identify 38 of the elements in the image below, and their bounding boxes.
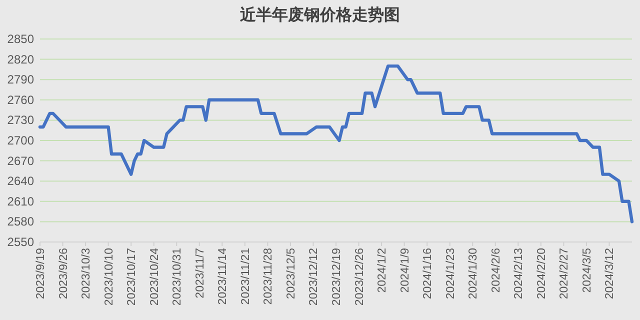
x-tick-label: 2024/2/13 <box>513 248 526 300</box>
x-tick-label: 2023/12/19 <box>331 248 343 306</box>
y-tick-label: 2580 <box>7 214 34 229</box>
x-tick-label: 2023/9/19 <box>35 248 47 300</box>
y-tick-label: 2610 <box>7 194 34 208</box>
x-tick-label: 2023/11/28 <box>262 248 275 305</box>
x-tick-label: 2024/1/2 <box>376 248 389 293</box>
x-tick-label: 2023/10/24 <box>148 247 161 306</box>
x-tick-label: 2024/2/20 <box>536 248 548 300</box>
x-tick-label: 2024/3/12 <box>604 248 616 300</box>
title: 近半年废钢价格走势图 <box>240 5 400 24</box>
x-tick-label: 2023/10/10 <box>103 248 116 306</box>
y-tick-label: 2760 <box>7 92 34 107</box>
y-tick-label: 2550 <box>7 235 34 249</box>
x-tick-label: 2023/9/26 <box>58 248 70 300</box>
x-tick-label: 2023/11/21 <box>240 248 252 305</box>
x-tick-label: 2023/10/17 <box>126 248 138 306</box>
x-tick-label: 2024/3/5 <box>581 248 594 293</box>
x-tick-label: 2023/11/14 <box>217 247 230 305</box>
x-tick-label: 2023/12/5 <box>285 248 298 300</box>
x-tick-label: 2023/12/12 <box>308 248 320 306</box>
y-tick-label: 2820 <box>7 52 34 66</box>
y-tick-label: 2730 <box>7 113 34 128</box>
y-tick-label: 2700 <box>7 134 34 148</box>
x-tick-label: 2023/11/7 <box>194 248 206 298</box>
x-tick-label: 2023/12/26 <box>354 248 366 306</box>
y-tick-label: 2790 <box>7 72 34 87</box>
x-tick-label: 2024/1/23 <box>444 248 457 300</box>
x-tick-label: 2024/1/9 <box>399 248 412 293</box>
y-tick-label: 2640 <box>7 174 34 188</box>
x-tick-label: 2024/1/30 <box>468 248 480 300</box>
x-tick-label: 2023/10/3 <box>80 248 93 300</box>
y-tick-label: 2670 <box>7 154 34 168</box>
x-tick-label: 2024/2/27 <box>558 248 571 300</box>
x-tick-label: 2024/1/16 <box>422 248 434 300</box>
x-tick-label: 2023/10/31 <box>172 248 184 306</box>
y-tick-label: 2850 <box>7 32 34 46</box>
x-tick-label: 2024/2/6 <box>490 248 502 293</box>
